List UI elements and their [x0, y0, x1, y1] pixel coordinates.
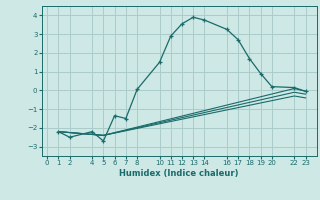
X-axis label: Humidex (Indice chaleur): Humidex (Indice chaleur)	[119, 169, 239, 178]
